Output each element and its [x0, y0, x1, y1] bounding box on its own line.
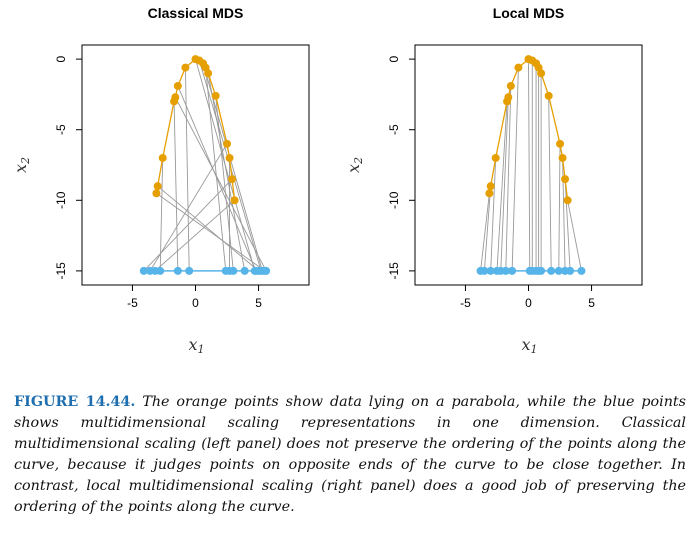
parabola-point	[173, 81, 182, 90]
link-line	[483, 186, 492, 271]
parabola-line	[155, 58, 236, 201]
x-tick-label: -5	[460, 296, 471, 310]
x-tick-label: 5	[255, 296, 262, 310]
embedding-point	[240, 266, 249, 275]
embedding-point	[566, 266, 575, 275]
chart-title: Local MDS	[493, 5, 565, 21]
embedding-point	[501, 266, 510, 275]
embedding-point	[225, 266, 234, 275]
y-tick-label: 0	[54, 55, 68, 62]
embedding-point	[139, 266, 148, 275]
parabola-point	[152, 189, 161, 198]
parabola-point	[491, 153, 500, 162]
parabola-point	[563, 196, 572, 205]
link-line	[496, 101, 508, 271]
parabola-point	[204, 69, 213, 78]
embedding-point	[480, 266, 489, 275]
parabola-point	[228, 175, 237, 184]
embedding-point	[250, 266, 259, 275]
parabola-point	[158, 153, 167, 162]
y-tick-label: 0	[387, 55, 401, 62]
panel-local-mds: Local MDS -5 0 5 0 -5 -10 -15 x1 x2	[344, 5, 643, 356]
link-line	[173, 101, 179, 271]
link-line	[154, 199, 235, 272]
parabola-point	[556, 139, 565, 148]
parabola-point	[211, 91, 220, 100]
link-line	[174, 97, 267, 272]
link-line	[184, 67, 190, 271]
parabola-point	[171, 93, 180, 102]
link-line	[480, 193, 490, 271]
embedding-point	[508, 266, 517, 275]
parabola-point	[514, 63, 523, 72]
x-tick-label: 5	[588, 296, 595, 310]
plot-frame	[81, 44, 310, 286]
link-line	[157, 185, 259, 272]
x-tick-label: 0	[192, 296, 199, 310]
embedding-point	[577, 266, 586, 275]
y-tick-label: -5	[54, 124, 68, 135]
embedding-point	[173, 266, 182, 275]
figure-caption: FIGURE 14.44. The orange points show dat…	[14, 392, 686, 518]
parabola-point	[485, 189, 494, 198]
x-axis-label: x1	[188, 335, 204, 356]
link-line	[500, 97, 509, 271]
link-line	[143, 178, 233, 272]
y-tick-label: -10	[387, 191, 401, 209]
x-tick-label: -5	[127, 296, 138, 310]
link-line	[564, 179, 571, 271]
link-line	[548, 95, 552, 271]
y-tick-label: -15	[54, 262, 68, 280]
y-tick-label: -15	[387, 262, 401, 280]
chart-title: Classical MDS	[148, 5, 244, 21]
link-line	[156, 192, 266, 272]
caption-label: FIGURE 14.44.	[14, 394, 136, 410]
parabola-point	[558, 153, 567, 162]
parabola-point	[544, 91, 553, 100]
parabola-point	[537, 69, 546, 78]
link-line	[215, 95, 234, 271]
parabola-point	[225, 153, 234, 162]
link-line	[505, 85, 512, 271]
panel-classical-mds: Classical MDS -5 0 5 0 -5 -10 -15 x1 x2	[11, 5, 310, 356]
parabola-point	[153, 182, 162, 191]
y-tick-label: -10	[54, 191, 68, 209]
y-axis-label: x2	[344, 157, 365, 173]
parabola-point	[486, 182, 495, 191]
link-line	[490, 157, 497, 271]
caption-text: The orange points show data lying on a p…	[14, 394, 686, 515]
link-line	[511, 67, 519, 271]
parabola-point	[230, 196, 239, 205]
link-line	[205, 67, 227, 271]
link-line	[207, 73, 246, 271]
embedding-point	[547, 266, 556, 275]
parabola-point	[223, 139, 232, 148]
embedding-point	[486, 266, 495, 275]
y-axis-label: x2	[11, 157, 32, 173]
embedding-point	[554, 266, 563, 275]
link-line	[558, 143, 561, 271]
y-tick-label: -5	[387, 124, 401, 135]
x-axis-label: x1	[521, 335, 537, 356]
embedding-point	[185, 266, 194, 275]
embedding-point	[151, 266, 160, 275]
link-line	[528, 59, 531, 271]
embedding-point	[537, 266, 546, 275]
parabola-point	[181, 63, 190, 72]
embedding-point	[258, 266, 267, 275]
x-tick-label: 0	[525, 296, 532, 310]
link-line	[159, 157, 164, 271]
parabola-point	[506, 81, 515, 90]
parabola-point	[504, 93, 513, 102]
link-line	[149, 143, 228, 272]
parabola-point	[561, 175, 570, 184]
link-line	[567, 200, 582, 271]
